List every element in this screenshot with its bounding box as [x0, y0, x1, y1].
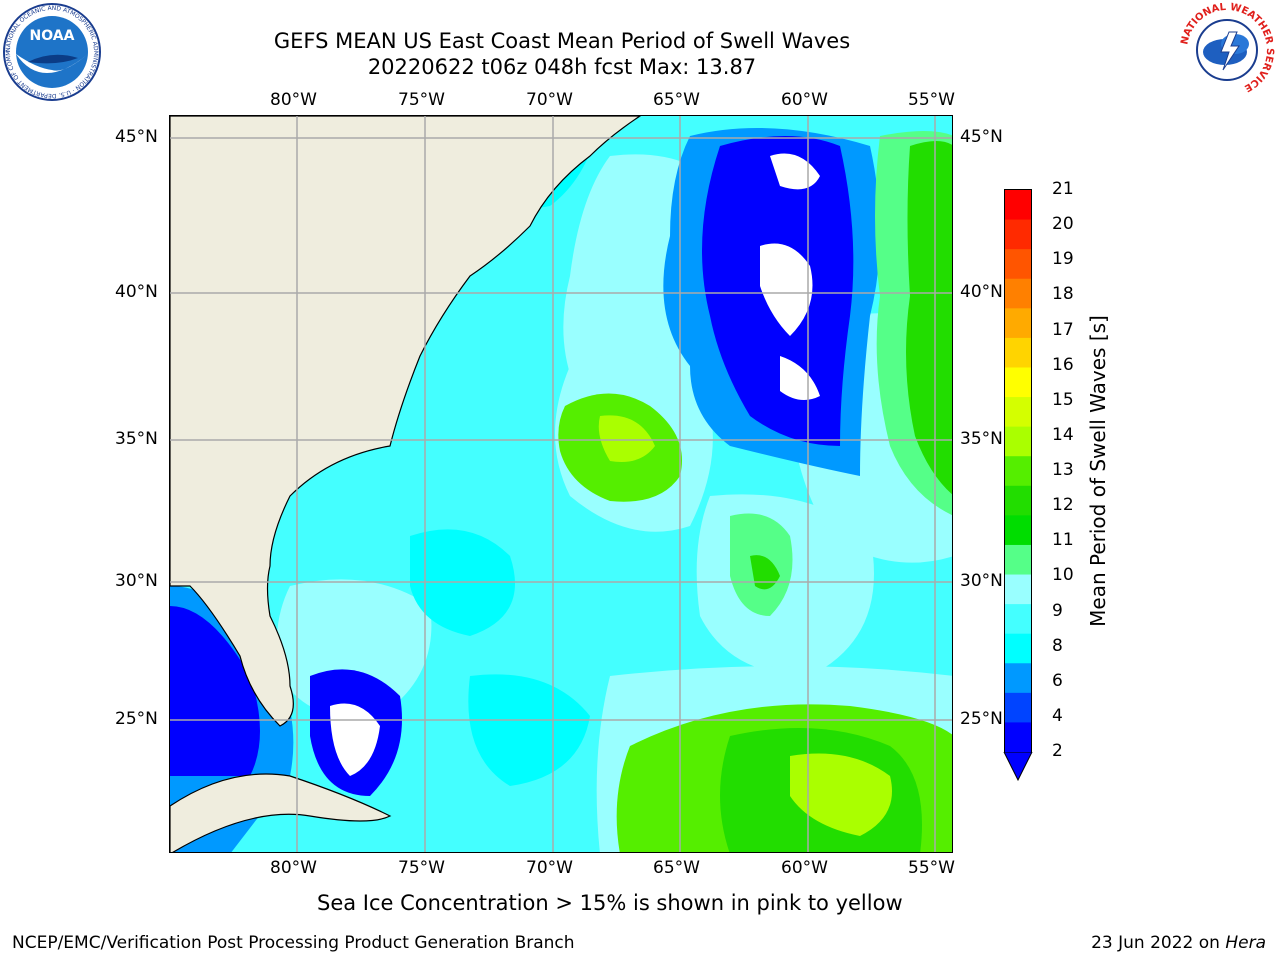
lat-label-left: 35°N	[115, 429, 158, 449]
colorbar-band	[1005, 574, 1031, 605]
lat-label-left: 40°N	[115, 282, 158, 302]
colorbar-band	[1005, 456, 1031, 487]
colorbar-tick-label: 21	[1052, 179, 1074, 199]
colorbar-band	[1005, 367, 1031, 398]
lon-label-top: 55°W	[908, 90, 955, 110]
footer-date: 23 Jun 2022 on Hera	[1091, 933, 1266, 953]
lon-label-top: 70°W	[526, 90, 573, 110]
colorbar-band	[1005, 337, 1031, 368]
lon-label-bottom: 60°W	[781, 858, 828, 878]
colorbar-extend-arrow	[1003, 752, 1033, 782]
colorbar-tick-label: 10	[1052, 565, 1074, 586]
lat-label-left: 30°N	[115, 571, 158, 591]
colorbar-band	[1005, 485, 1031, 516]
sea-ice-note: Sea Ice Concentration > 15% is shown in …	[317, 891, 903, 915]
footer-credit: NCEP/EMC/Verification Post Processing Pr…	[12, 933, 575, 953]
lat-label-right: 25°N	[960, 709, 1003, 729]
lat-label-right: 30°N	[960, 571, 1003, 591]
colorbar-tick-label: 6	[1052, 670, 1063, 691]
colorbar-label: Mean Period of Swell Waves [s]	[1086, 315, 1110, 627]
colorbar-tick-label: 20	[1052, 214, 1074, 235]
lon-label-top: 60°W	[781, 90, 828, 110]
colorbar-tick-label: 12	[1052, 495, 1074, 516]
colorbar-tick-label: 2	[1052, 741, 1063, 761]
colorbar-band	[1005, 604, 1031, 635]
colorbar-tick-label: 11	[1052, 530, 1074, 551]
nws-logo: NATIONAL WEATHER SERVICE	[1177, 0, 1277, 100]
noaa-logo: NATIONAL OCEANIC AND ATMOSPHERIC ADMINIS…	[0, 0, 102, 102]
lon-label-top: 75°W	[398, 90, 445, 110]
lat-label-left: 45°N	[115, 127, 158, 147]
lon-label-bottom: 70°W	[526, 858, 573, 878]
colorbar-tick-label: 19	[1052, 249, 1074, 270]
colorbar-tick-label: 4	[1052, 705, 1063, 726]
lon-label-bottom: 75°W	[398, 858, 445, 878]
lat-label-right: 40°N	[960, 282, 1003, 302]
colorbar-band	[1005, 633, 1031, 664]
colorbar-tick-label: 15	[1052, 389, 1074, 410]
lon-label-bottom: 55°W	[908, 858, 955, 878]
colorbar-tick-label: 13	[1052, 460, 1074, 480]
colorbar-band	[1005, 544, 1031, 576]
lon-label-bottom: 65°W	[653, 858, 700, 878]
colorbar-band	[1005, 692, 1031, 723]
colorbar-band	[1005, 397, 1031, 428]
colorbar-band	[1005, 308, 1031, 339]
colorbar-band	[1005, 278, 1031, 309]
cuba-land	[170, 773, 392, 852]
svg-text:NOAA: NOAA	[30, 28, 75, 44]
colorbar-band	[1005, 663, 1031, 694]
lat-label-left: 25°N	[115, 709, 158, 729]
swell-period-map	[169, 115, 953, 853]
lon-label-top: 65°W	[653, 90, 700, 110]
colorbar-tick-label: 14	[1052, 424, 1074, 445]
colorbar-band	[1005, 722, 1031, 753]
colorbar-tick-label: 16	[1052, 354, 1074, 375]
colorbar-tick-label: 18	[1052, 284, 1074, 305]
colorbar	[1004, 189, 1032, 753]
colorbar-band	[1005, 219, 1031, 250]
colorbar-band	[1005, 190, 1031, 221]
lon-label-bottom: 80°W	[270, 858, 317, 878]
lat-label-right: 45°N	[960, 127, 1003, 147]
map-subtitle: 20220622 t06z 048h fcst Max: 13.87	[367, 55, 757, 79]
colorbar-tick-label: 9	[1052, 600, 1063, 621]
colorbar-band	[1005, 515, 1031, 546]
map-title: GEFS MEAN US East Coast Mean Period of S…	[273, 29, 851, 53]
colorbar-band	[1005, 426, 1031, 457]
graticule	[170, 116, 952, 852]
lat-label-right: 35°N	[960, 429, 1003, 449]
colorbar-band	[1005, 249, 1031, 280]
colorbar-tick-label: 17	[1052, 319, 1074, 340]
lon-label-top: 80°W	[270, 90, 317, 110]
colorbar-tick-label: 8	[1052, 635, 1063, 656]
